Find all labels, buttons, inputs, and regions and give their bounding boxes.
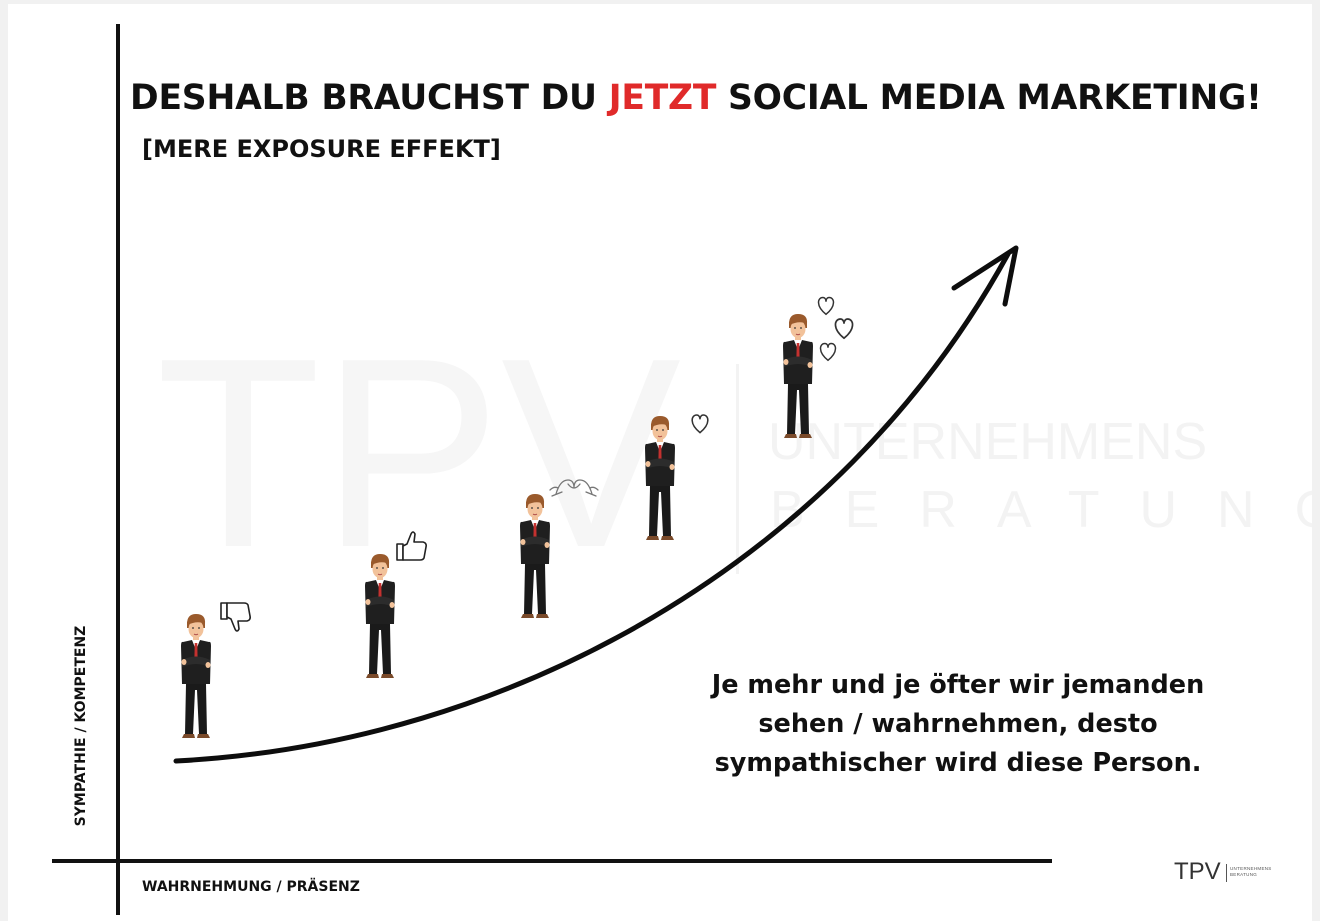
explanation-text: Je mehr und je öfter wir jemanden sehen … bbox=[708, 666, 1208, 783]
person-figure-4 bbox=[644, 415, 676, 541]
caption-line-2: sehen / wahrnehmen, desto bbox=[758, 709, 1158, 739]
subtitle: [MERE EXPOSURE EFFEKT] bbox=[142, 135, 501, 163]
person-figure-5 bbox=[782, 313, 814, 439]
x-axis-label: WAHRNEHMUNG / PRÄSENZ bbox=[142, 879, 360, 895]
logo-subtext: UNTERNEHMENS BERATUNG bbox=[1230, 866, 1272, 878]
thumbs-up-icon bbox=[396, 531, 427, 561]
logo-subtext-line1: UNTERNEHMENS bbox=[1230, 866, 1272, 871]
person-figure-3 bbox=[519, 493, 551, 619]
logo-brand: TPV bbox=[1174, 858, 1221, 885]
diagram-artwork bbox=[173, 245, 1019, 764]
title-part1: DESHALB BRAUCHST DU bbox=[130, 78, 609, 118]
slide: TPV UNTERNEHMENS BERATUNG DESHALB BRAUCH… bbox=[8, 4, 1312, 921]
person-figure-2 bbox=[364, 553, 396, 679]
caption-line-3: sympathischer wird diese Person. bbox=[714, 748, 1202, 778]
page-title: DESHALB BRAUCHST DU JETZT SOCIAL MEDIA M… bbox=[130, 78, 1262, 118]
y-axis bbox=[116, 24, 120, 915]
three-hearts-icon bbox=[817, 296, 854, 362]
heart-icon bbox=[691, 414, 709, 434]
person-figure-1 bbox=[180, 613, 212, 739]
growth-curve bbox=[173, 251, 1011, 764]
logo-divider bbox=[1226, 864, 1227, 882]
tpv-logo: TPV UNTERNEHMENS BERATUNG bbox=[1174, 858, 1274, 888]
title-accent: JETZT bbox=[608, 78, 717, 118]
x-axis bbox=[52, 859, 1052, 863]
heart-hands-icon bbox=[549, 479, 599, 497]
caption-line-1: Je mehr und je öfter wir jemanden bbox=[711, 670, 1205, 700]
arrow-head bbox=[951, 245, 1019, 307]
title-part2: SOCIAL MEDIA MARKETING! bbox=[716, 78, 1262, 118]
logo-subtext-line2: BERATUNG bbox=[1230, 872, 1258, 877]
thumbs-down-icon bbox=[220, 602, 251, 632]
